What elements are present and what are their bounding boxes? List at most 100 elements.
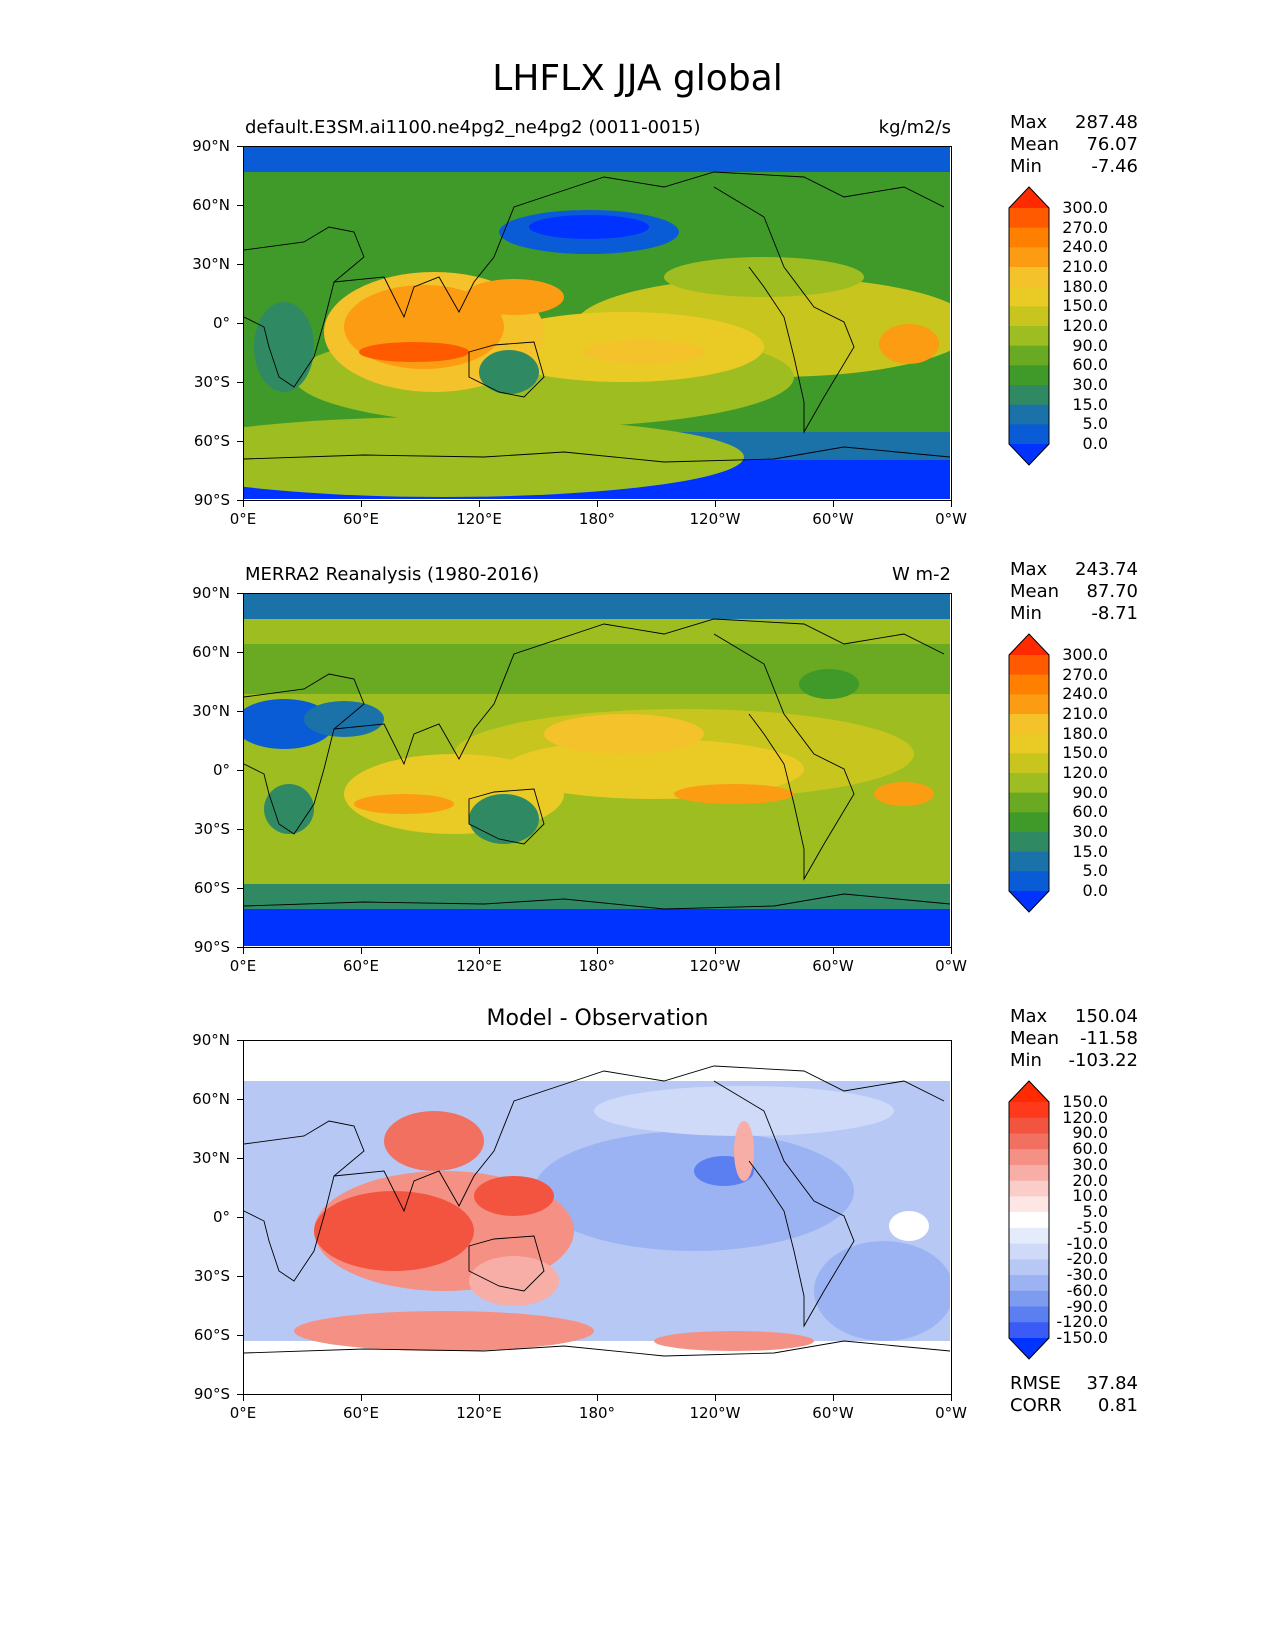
panel3-map bbox=[243, 1040, 952, 1395]
panel3-xtick-mark bbox=[833, 1395, 834, 1401]
colorbar-segment bbox=[1009, 326, 1049, 347]
panel1-coast-australia bbox=[468, 341, 545, 398]
colorbar-segment bbox=[1009, 832, 1049, 853]
panel1-xtick-label: 180° bbox=[578, 510, 616, 528]
panel1-atlantic-peak bbox=[879, 324, 939, 364]
colorbar-level-label: 30.0 bbox=[1072, 822, 1108, 841]
panel2-southern-ring bbox=[244, 884, 950, 909]
panel1-ytick-label: 0° bbox=[212, 314, 230, 332]
panel2-ytick-label: 60°S bbox=[193, 879, 230, 897]
colorbar-segment bbox=[1009, 1290, 1049, 1308]
colorbar-segment bbox=[1009, 1133, 1049, 1150]
panel1-npacific-min bbox=[529, 215, 649, 239]
panel1-colorbar-svg bbox=[1008, 186, 1050, 466]
panel3-coast-antarctica bbox=[244, 1340, 950, 1357]
panel1-xtick-mark bbox=[479, 501, 480, 507]
panel2-namerica bbox=[799, 669, 859, 699]
colorbar-extend-top bbox=[1009, 187, 1049, 208]
panel3-stat-rmse: RMSE 37.84 bbox=[1010, 1373, 1138, 1394]
panel2-pacific-peak bbox=[674, 784, 794, 804]
panel2-colorbar-svg bbox=[1008, 633, 1050, 913]
panel1-xtick-mark bbox=[243, 501, 244, 507]
panel3-indian-core bbox=[314, 1191, 474, 1271]
panel3-ytick-label: 60°S bbox=[193, 1326, 230, 1344]
panel3-xtick-mark bbox=[951, 1395, 952, 1401]
colorbar-level-label: 10.0 bbox=[1072, 1186, 1108, 1206]
panel1-coast-antarctica bbox=[244, 446, 950, 463]
colorbar-segment bbox=[1009, 247, 1049, 268]
panel1-xtick-mark bbox=[715, 501, 716, 507]
panel3-ytick-label: 30°S bbox=[193, 1267, 230, 1285]
panel3-xtick-label: 60°E bbox=[342, 1404, 380, 1422]
panel3-title: Model - Observation bbox=[486, 1006, 709, 1031]
panel2-ytick-mark bbox=[237, 947, 243, 948]
colorbar-segment bbox=[1009, 267, 1049, 288]
colorbar-segment bbox=[1009, 1117, 1049, 1134]
panel3-stat-max: Max 150.04 bbox=[1010, 1006, 1138, 1027]
colorbar-level-label: 5.0 bbox=[1082, 1202, 1108, 1222]
colorbar-segment bbox=[1009, 733, 1049, 754]
panel2-ytick-mark bbox=[237, 593, 243, 594]
panel1-africa-dry bbox=[254, 302, 314, 392]
panel2-xtick-mark bbox=[951, 948, 952, 954]
panel3-pacific-negative bbox=[534, 1131, 854, 1251]
colorbar-level-label: 240.0 bbox=[1062, 684, 1108, 704]
panel1-arctic bbox=[244, 147, 950, 172]
colorbar-level-label: 90.0 bbox=[1072, 782, 1108, 802]
panel2-coast-eurasia bbox=[333, 618, 945, 766]
panel1-map bbox=[243, 146, 952, 501]
panel3-xtick-mark bbox=[243, 1395, 244, 1401]
panel2-colorbar bbox=[1008, 633, 1052, 919]
colorbar-level-label: 5.0 bbox=[1082, 861, 1108, 881]
panel3-stat-mean: Mean -11.58 bbox=[1010, 1028, 1138, 1049]
panel1-xtick-label: 0°W bbox=[935, 510, 967, 528]
panel3-australia-positive bbox=[469, 1256, 559, 1306]
colorbar-level-label: -60.0 bbox=[1066, 1280, 1108, 1300]
colorbar-segment bbox=[1009, 1306, 1049, 1323]
panel1-coastlines bbox=[244, 171, 950, 463]
colorbar-segment bbox=[1009, 385, 1049, 406]
panel1-ytick-label: 90°S bbox=[193, 491, 230, 509]
panel2-coast-africa bbox=[244, 673, 365, 835]
colorbar-segment bbox=[1009, 674, 1049, 695]
panel3-xtick-label: 60°W bbox=[812, 1404, 854, 1422]
colorbar-segment bbox=[1009, 655, 1049, 676]
panel1-xtick-label: 60°E bbox=[342, 510, 380, 528]
panel3-asia-positive bbox=[384, 1111, 484, 1171]
panel2-kalahari bbox=[264, 784, 314, 834]
colorbar-segment bbox=[1009, 1164, 1049, 1182]
panel2-map bbox=[243, 593, 952, 948]
colorbar-level-label: -5.0 bbox=[1076, 1217, 1108, 1237]
panel2-npacific-subtrop bbox=[544, 714, 704, 754]
panel3-xtick-label: 120°E bbox=[456, 1404, 502, 1422]
colorbar-level-label: 150.0 bbox=[1062, 1092, 1108, 1111]
panel3-ytick-label: 90°N bbox=[192, 1031, 230, 1049]
panel2-coast-australia bbox=[468, 788, 545, 845]
colorbar-extend-bottom bbox=[1009, 891, 1049, 912]
panel2-coastlines bbox=[244, 618, 950, 910]
panel3-stats: Max 150.04 Mean -11.58 Min -103.22 bbox=[1010, 1006, 1138, 1072]
panel2-indian-peak bbox=[354, 794, 454, 814]
panel3-ytick-label: 30°N bbox=[192, 1149, 230, 1167]
colorbar-level-label: 180.0 bbox=[1062, 723, 1108, 743]
colorbar-segment bbox=[1009, 1322, 1049, 1339]
colorbar-segment bbox=[1009, 286, 1049, 307]
panel1-stat-mean: Mean 76.07 bbox=[1010, 134, 1138, 155]
colorbar-level-label: 60.0 bbox=[1072, 355, 1108, 375]
panel1-ytick-label: 60°N bbox=[192, 196, 230, 214]
panel3-ytick-mark bbox=[237, 1276, 243, 1277]
panel3-coast-americas bbox=[713, 1080, 855, 1328]
panel3-xtick-mark bbox=[597, 1395, 598, 1401]
panel2-xtick-label: 180° bbox=[578, 957, 616, 975]
panel3-xtick-mark bbox=[361, 1395, 362, 1401]
panel1-title-left: default.E3SM.ai1100.ne4pg2_ne4pg2 (0011-… bbox=[245, 117, 701, 138]
panel3-heatmap bbox=[244, 1041, 950, 1393]
panel1-ytick-label: 30°S bbox=[193, 373, 230, 391]
colorbar-segment bbox=[1009, 714, 1049, 735]
colorbar-level-label: 300.0 bbox=[1062, 198, 1108, 217]
panel2-heatmap bbox=[244, 594, 950, 946]
colorbar-segment bbox=[1009, 812, 1049, 833]
colorbar-level-label: 30.0 bbox=[1072, 1154, 1108, 1174]
panel3-coast-australia bbox=[468, 1235, 545, 1292]
colorbar-level-label: 15.0 bbox=[1072, 841, 1108, 861]
